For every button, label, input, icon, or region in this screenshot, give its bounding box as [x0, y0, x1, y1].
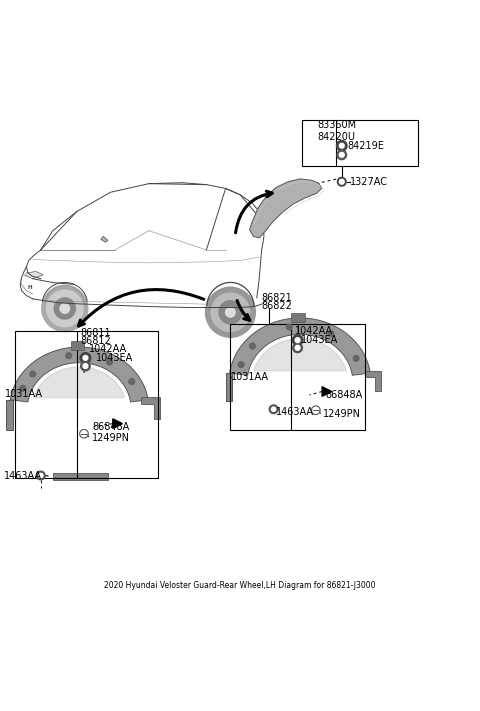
Text: 1042AA: 1042AA	[295, 326, 333, 336]
Circle shape	[293, 343, 302, 353]
Circle shape	[339, 179, 344, 184]
Circle shape	[250, 343, 255, 349]
Polygon shape	[322, 387, 332, 396]
Text: 86848A: 86848A	[92, 422, 130, 432]
Polygon shape	[34, 367, 125, 397]
Text: 86812: 86812	[81, 336, 111, 346]
Text: 1042AA: 1042AA	[89, 344, 127, 354]
Circle shape	[83, 356, 88, 360]
Circle shape	[205, 287, 255, 337]
Circle shape	[83, 363, 88, 368]
Text: 1463AA: 1463AA	[4, 471, 42, 481]
Text: 1043EA: 1043EA	[300, 335, 338, 345]
Circle shape	[107, 359, 112, 365]
Circle shape	[39, 474, 43, 478]
Circle shape	[337, 178, 346, 186]
Circle shape	[238, 362, 244, 368]
Circle shape	[292, 335, 303, 346]
Circle shape	[339, 144, 344, 148]
Circle shape	[42, 285, 88, 331]
Bar	[71, 341, 84, 350]
Polygon shape	[101, 237, 108, 242]
Text: 1463AA: 1463AA	[276, 407, 314, 417]
Circle shape	[271, 407, 276, 412]
Text: 1031AA: 1031AA	[5, 389, 43, 399]
Circle shape	[328, 331, 334, 336]
Circle shape	[60, 304, 70, 314]
Polygon shape	[113, 419, 122, 429]
Text: 1249PN: 1249PN	[92, 433, 130, 443]
Circle shape	[295, 346, 300, 351]
Polygon shape	[229, 318, 371, 375]
Bar	[230, 324, 365, 430]
Text: 86822: 86822	[262, 301, 292, 311]
Circle shape	[81, 361, 90, 371]
Text: H: H	[27, 285, 32, 290]
Text: 86848A: 86848A	[325, 390, 363, 400]
Polygon shape	[24, 272, 43, 279]
Bar	[291, 313, 305, 321]
Text: 1249PN: 1249PN	[323, 409, 360, 419]
Polygon shape	[10, 347, 148, 402]
Circle shape	[287, 324, 292, 330]
Polygon shape	[141, 397, 160, 419]
Circle shape	[211, 293, 250, 331]
Circle shape	[80, 353, 91, 363]
Bar	[53, 473, 108, 481]
Bar	[15, 331, 158, 478]
Circle shape	[66, 353, 72, 358]
Text: 84219E: 84219E	[348, 141, 384, 151]
Polygon shape	[226, 373, 232, 401]
Circle shape	[20, 385, 26, 391]
Text: 1031AA: 1031AA	[231, 372, 269, 382]
Circle shape	[226, 307, 235, 317]
Circle shape	[129, 379, 135, 385]
Text: 1327AC: 1327AC	[350, 177, 388, 187]
Text: 84220U: 84220U	[318, 132, 356, 141]
Polygon shape	[365, 370, 381, 391]
Circle shape	[336, 141, 347, 151]
Text: 1043EA: 1043EA	[96, 353, 133, 363]
Text: 2020 Hyundai Veloster Guard-Rear Wheel,LH Diagram for 86821-J3000: 2020 Hyundai Veloster Guard-Rear Wheel,L…	[104, 581, 376, 589]
Circle shape	[295, 338, 300, 343]
Circle shape	[47, 290, 83, 326]
Circle shape	[30, 371, 36, 377]
Circle shape	[353, 356, 359, 361]
Circle shape	[219, 301, 242, 324]
Circle shape	[269, 405, 278, 414]
Text: 86821: 86821	[262, 293, 292, 303]
Bar	[302, 120, 418, 166]
Circle shape	[337, 150, 347, 160]
Circle shape	[36, 471, 45, 480]
Polygon shape	[250, 179, 322, 238]
Circle shape	[80, 429, 88, 438]
Circle shape	[312, 406, 320, 415]
Text: 83360M: 83360M	[318, 120, 357, 130]
Polygon shape	[6, 400, 12, 430]
Circle shape	[54, 298, 75, 319]
Text: 86811: 86811	[81, 328, 111, 338]
Circle shape	[339, 152, 344, 157]
Polygon shape	[253, 338, 347, 370]
